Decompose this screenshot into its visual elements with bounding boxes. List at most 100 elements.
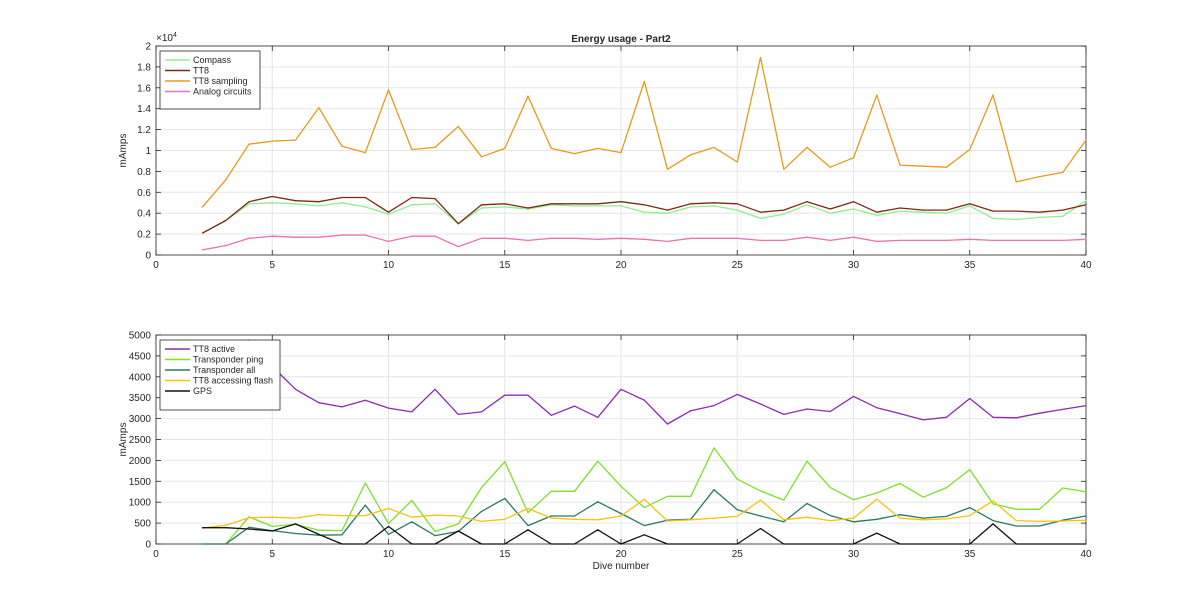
- data-point: [387, 525, 390, 528]
- data-point: [620, 485, 622, 487]
- legend-label: TT8 accessing flash: [193, 376, 273, 386]
- data-point: [364, 399, 366, 401]
- data-point: [457, 413, 459, 416]
- data-point: [550, 147, 552, 150]
- legend-label: TT8 sampling: [193, 76, 248, 86]
- data-point: [1062, 239, 1064, 241]
- series-gps: [201, 523, 1087, 545]
- data-point: [248, 237, 250, 239]
- data-point: [876, 214, 878, 216]
- data-point: [759, 403, 762, 405]
- y-tick-label: 0.2: [137, 230, 151, 241]
- data-point: [969, 238, 971, 240]
- data-point: [457, 530, 459, 532]
- data-point: [992, 217, 994, 220]
- data-point: [573, 490, 576, 492]
- data-point: [1038, 412, 1041, 414]
- data-point: [643, 80, 645, 83]
- data-point: [876, 240, 878, 243]
- data-point: [318, 236, 320, 238]
- data-point: [480, 204, 483, 206]
- legend-label: Compass: [193, 55, 232, 65]
- x-tick-label: 25: [732, 260, 744, 271]
- data-point: [806, 236, 808, 238]
- data-point: [1015, 508, 1017, 510]
- data-point: [527, 525, 529, 527]
- data-point: [1085, 543, 1087, 545]
- data-point: [736, 209, 738, 211]
- data-point: [597, 238, 599, 240]
- x-tick-label: 0: [153, 260, 159, 271]
- data-point: [806, 201, 808, 203]
- data-point: [945, 486, 948, 489]
- x-axis-label: Dive number: [593, 561, 650, 572]
- data-point: [387, 211, 390, 213]
- data-point: [201, 543, 204, 545]
- data-point: [225, 219, 227, 222]
- data-point: [1085, 139, 1087, 141]
- data-point: [411, 543, 413, 545]
- data-point: [643, 238, 645, 240]
- data-point: [294, 139, 297, 141]
- data-point: [829, 519, 831, 522]
- data-point: [852, 543, 855, 545]
- data-point: [364, 514, 366, 517]
- x-tick-label: 20: [615, 260, 627, 271]
- data-point: [597, 519, 599, 521]
- data-point: [620, 512, 622, 515]
- data-point: [899, 517, 901, 519]
- data-point: [271, 530, 273, 532]
- data-point: [597, 529, 599, 531]
- data-point: [783, 213, 785, 215]
- data-point: [690, 543, 692, 545]
- data-point: [387, 522, 390, 525]
- data-point: [783, 499, 785, 501]
- data-point: [945, 239, 948, 241]
- data-point: [852, 517, 855, 519]
- chart-2: 0 5 10 15 20 25 30 35 40 0 500 1000 1500 2000 2500 3000…: [118, 331, 1092, 573]
- y-tick-label: 0: [145, 540, 151, 551]
- data-point: [504, 237, 506, 239]
- data-point: [736, 161, 738, 163]
- data-point: [690, 203, 692, 205]
- data-point: [852, 395, 855, 398]
- data-point: [597, 205, 599, 207]
- data-point: [899, 239, 901, 241]
- data-point: [876, 532, 878, 534]
- data-point: [643, 534, 645, 536]
- data-point: [899, 482, 901, 484]
- data-point: [1085, 519, 1087, 521]
- x-tick-label: 10: [383, 549, 395, 560]
- data-point: [294, 203, 297, 205]
- data-point: [876, 94, 878, 96]
- data-point: [922, 496, 924, 498]
- data-point: [736, 203, 738, 205]
- y-tick-label: 500: [134, 519, 151, 530]
- data-point: [550, 414, 552, 416]
- data-point: [806, 516, 808, 518]
- data-point: [736, 543, 738, 545]
- data-point: [736, 478, 738, 480]
- data-point: [364, 504, 366, 506]
- y-axis-label: mAmps: [118, 423, 129, 457]
- data-point: [945, 166, 948, 168]
- data-point: [318, 107, 320, 109]
- data-point: [341, 406, 343, 408]
- data-point: [852, 208, 855, 210]
- data-point: [666, 543, 669, 545]
- data-point: [713, 202, 715, 204]
- data-point: [550, 517, 552, 519]
- data-point: [573, 543, 576, 545]
- data-point: [713, 146, 715, 148]
- data-point: [806, 146, 808, 148]
- data-point: [806, 460, 808, 462]
- data-point: [829, 239, 831, 241]
- data-point: [666, 209, 669, 211]
- y-tick-label: 4000: [129, 372, 152, 383]
- data-point: [992, 94, 994, 96]
- data-point: [341, 543, 343, 545]
- data-point: [411, 148, 413, 151]
- data-point: [248, 528, 250, 530]
- data-point: [643, 399, 645, 401]
- data-point: [434, 535, 436, 537]
